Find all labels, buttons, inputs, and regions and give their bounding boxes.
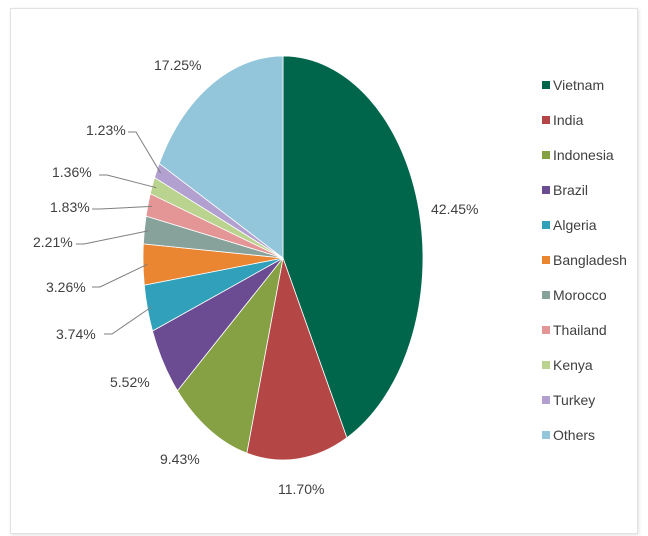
data-label-thailand: 1.83% — [50, 199, 90, 215]
legend-label-brazil: Brazil — [553, 182, 588, 198]
data-label-vietnam: 42.45% — [431, 201, 478, 217]
legend-swatch-indonesia — [542, 151, 550, 159]
data-label-bangladesh: 3.26% — [46, 279, 86, 295]
leader-line-thailand — [92, 205, 153, 210]
legend-label-thailand: Thailand — [553, 322, 607, 338]
legend-swatch-morocco — [542, 291, 550, 299]
legend-swatch-others — [542, 431, 550, 439]
pie-slice-vietnam — [282, 55, 424, 439]
leader-line-algeria — [104, 306, 152, 335]
data-label-algeria: 3.74% — [56, 326, 96, 342]
legend-swatch-thailand — [542, 326, 550, 334]
legend-swatch-vietnam — [542, 81, 550, 89]
legend-label-turkey: Turkey — [553, 392, 595, 408]
data-label-brazil: 5.52% — [110, 374, 150, 390]
leader-line-turkey — [128, 131, 162, 174]
pie-slice-others — [158, 55, 284, 259]
data-label-turkey: 1.23% — [86, 122, 126, 138]
data-label-others: 17.25% — [154, 57, 201, 73]
data-label-kenya: 1.36% — [52, 164, 92, 180]
leader-line-morocco — [76, 230, 149, 245]
pie-slice-indonesia — [176, 257, 284, 454]
legend-swatch-bangladesh — [542, 256, 550, 264]
leader-line-bangladesh — [92, 263, 148, 288]
legend-label-kenya: Kenya — [553, 357, 593, 373]
legend-label-india: India — [553, 112, 584, 128]
pie-slice-india — [246, 256, 348, 461]
legend-label-indonesia: Indonesia — [553, 147, 614, 163]
legend-label-others: Others — [553, 427, 595, 443]
legend-swatch-turkey — [542, 396, 550, 404]
legend-swatch-kenya — [542, 361, 550, 369]
legend-label-morocco: Morocco — [553, 287, 607, 303]
legend-label-algeria: Algeria — [553, 217, 597, 233]
legend-label-bangladesh: Bangladesh — [553, 252, 627, 268]
data-label-indonesia: 9.43% — [160, 451, 200, 467]
data-label-india: 11.70% — [278, 481, 324, 497]
legend-label-vietnam: Vietnam — [553, 77, 604, 93]
leader-line-kenya — [99, 174, 157, 189]
legend-swatch-brazil — [542, 186, 550, 194]
data-label-morocco: 2.21% — [33, 234, 73, 250]
legend-swatch-india — [542, 116, 550, 124]
legend-swatch-algeria — [542, 221, 550, 229]
